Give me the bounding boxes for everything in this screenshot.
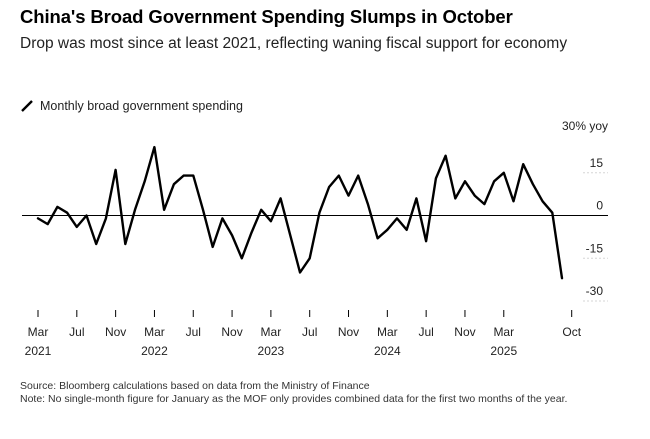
footnote: Note: No single-month figure for January… [20,393,568,405]
y-tick-label: 0 [596,199,603,213]
x-tick-month-label: Mar [261,325,282,339]
x-tick-month-label: Nov [221,325,242,339]
y-tick-label: 15 [590,156,604,170]
grid [22,172,608,302]
x-tick-year-label: 2024 [374,344,401,358]
x-tick-month-label: Jul [186,325,201,339]
x-tick-year-label: 2021 [25,344,52,358]
series-line-broad-government-spending [36,145,564,280]
x-tick-year-label: 2023 [258,344,285,358]
x-tick-month-label: Jul [418,325,433,339]
x-tick-month-label: Nov [338,325,359,339]
x-tick-year-label: 2022 [141,344,168,358]
legend: Monthly broad government spending [20,99,243,113]
source-note: Source: Bloomberg calculations based on … [20,380,370,392]
x-tick-month-label: Jul [69,325,84,339]
x-tick-month-label: Nov [454,325,475,339]
x-tick-month-label: Mar [377,325,398,339]
chart-title: China's Broad Government Spending Slumps… [20,6,513,27]
y-tick-label: 30% yoy [562,119,608,133]
x-tick-month-label: Mar [28,325,49,339]
x-axis: Mar 2021 Jul Nov Mar 2022 Jul Nov Mar 2023 Jul Nov M… [25,310,582,358]
x-tick-month-label: Nov [105,325,126,339]
y-tick-label: -30 [586,284,604,298]
x-tick-month-label: Mar [493,325,514,339]
legend-label: Monthly broad government spending [40,99,243,113]
x-tick-month-label: Jul [302,325,317,339]
y-tick-label: -15 [586,241,604,255]
footer: Source: Bloomberg calculations based on … [20,380,640,406]
x-tick-month-label: Oct [562,325,581,339]
y-axis: 30% yoy 15 0 -15 -30 [562,119,608,298]
legend-line-icon [21,100,33,112]
line-chart: 30% yoy 15 0 -15 -30 Mar 2021 Jul Nov Mar 2022 Jul… [22,119,608,358]
x-tick-month-label: Mar [144,325,165,339]
chart-subtitle: Drop was most since at least 2021, refle… [20,35,568,52]
x-tick-year-label: 2025 [490,344,517,358]
